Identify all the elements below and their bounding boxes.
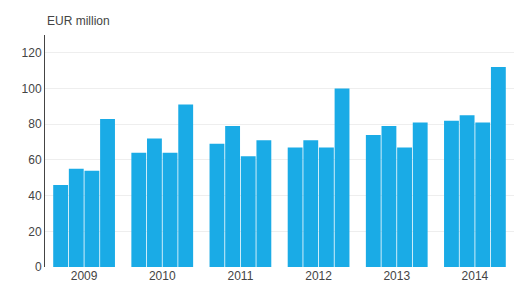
svg-text:60: 60 <box>28 153 42 167</box>
svg-text:100: 100 <box>22 82 42 96</box>
svg-text:0: 0 <box>35 260 42 274</box>
svg-text:20: 20 <box>28 225 42 239</box>
svg-text:2013: 2013 <box>383 269 410 283</box>
svg-text:2012: 2012 <box>305 269 332 283</box>
svg-text:2010: 2010 <box>149 269 176 283</box>
svg-text:80: 80 <box>28 117 42 131</box>
svg-text:2014: 2014 <box>462 269 489 283</box>
svg-text:120: 120 <box>22 46 42 60</box>
svg-text:EUR million: EUR million <box>47 14 110 28</box>
svg-text:40: 40 <box>28 189 42 203</box>
svg-text:2011: 2011 <box>228 269 254 283</box>
svg-text:2009: 2009 <box>71 269 98 283</box>
